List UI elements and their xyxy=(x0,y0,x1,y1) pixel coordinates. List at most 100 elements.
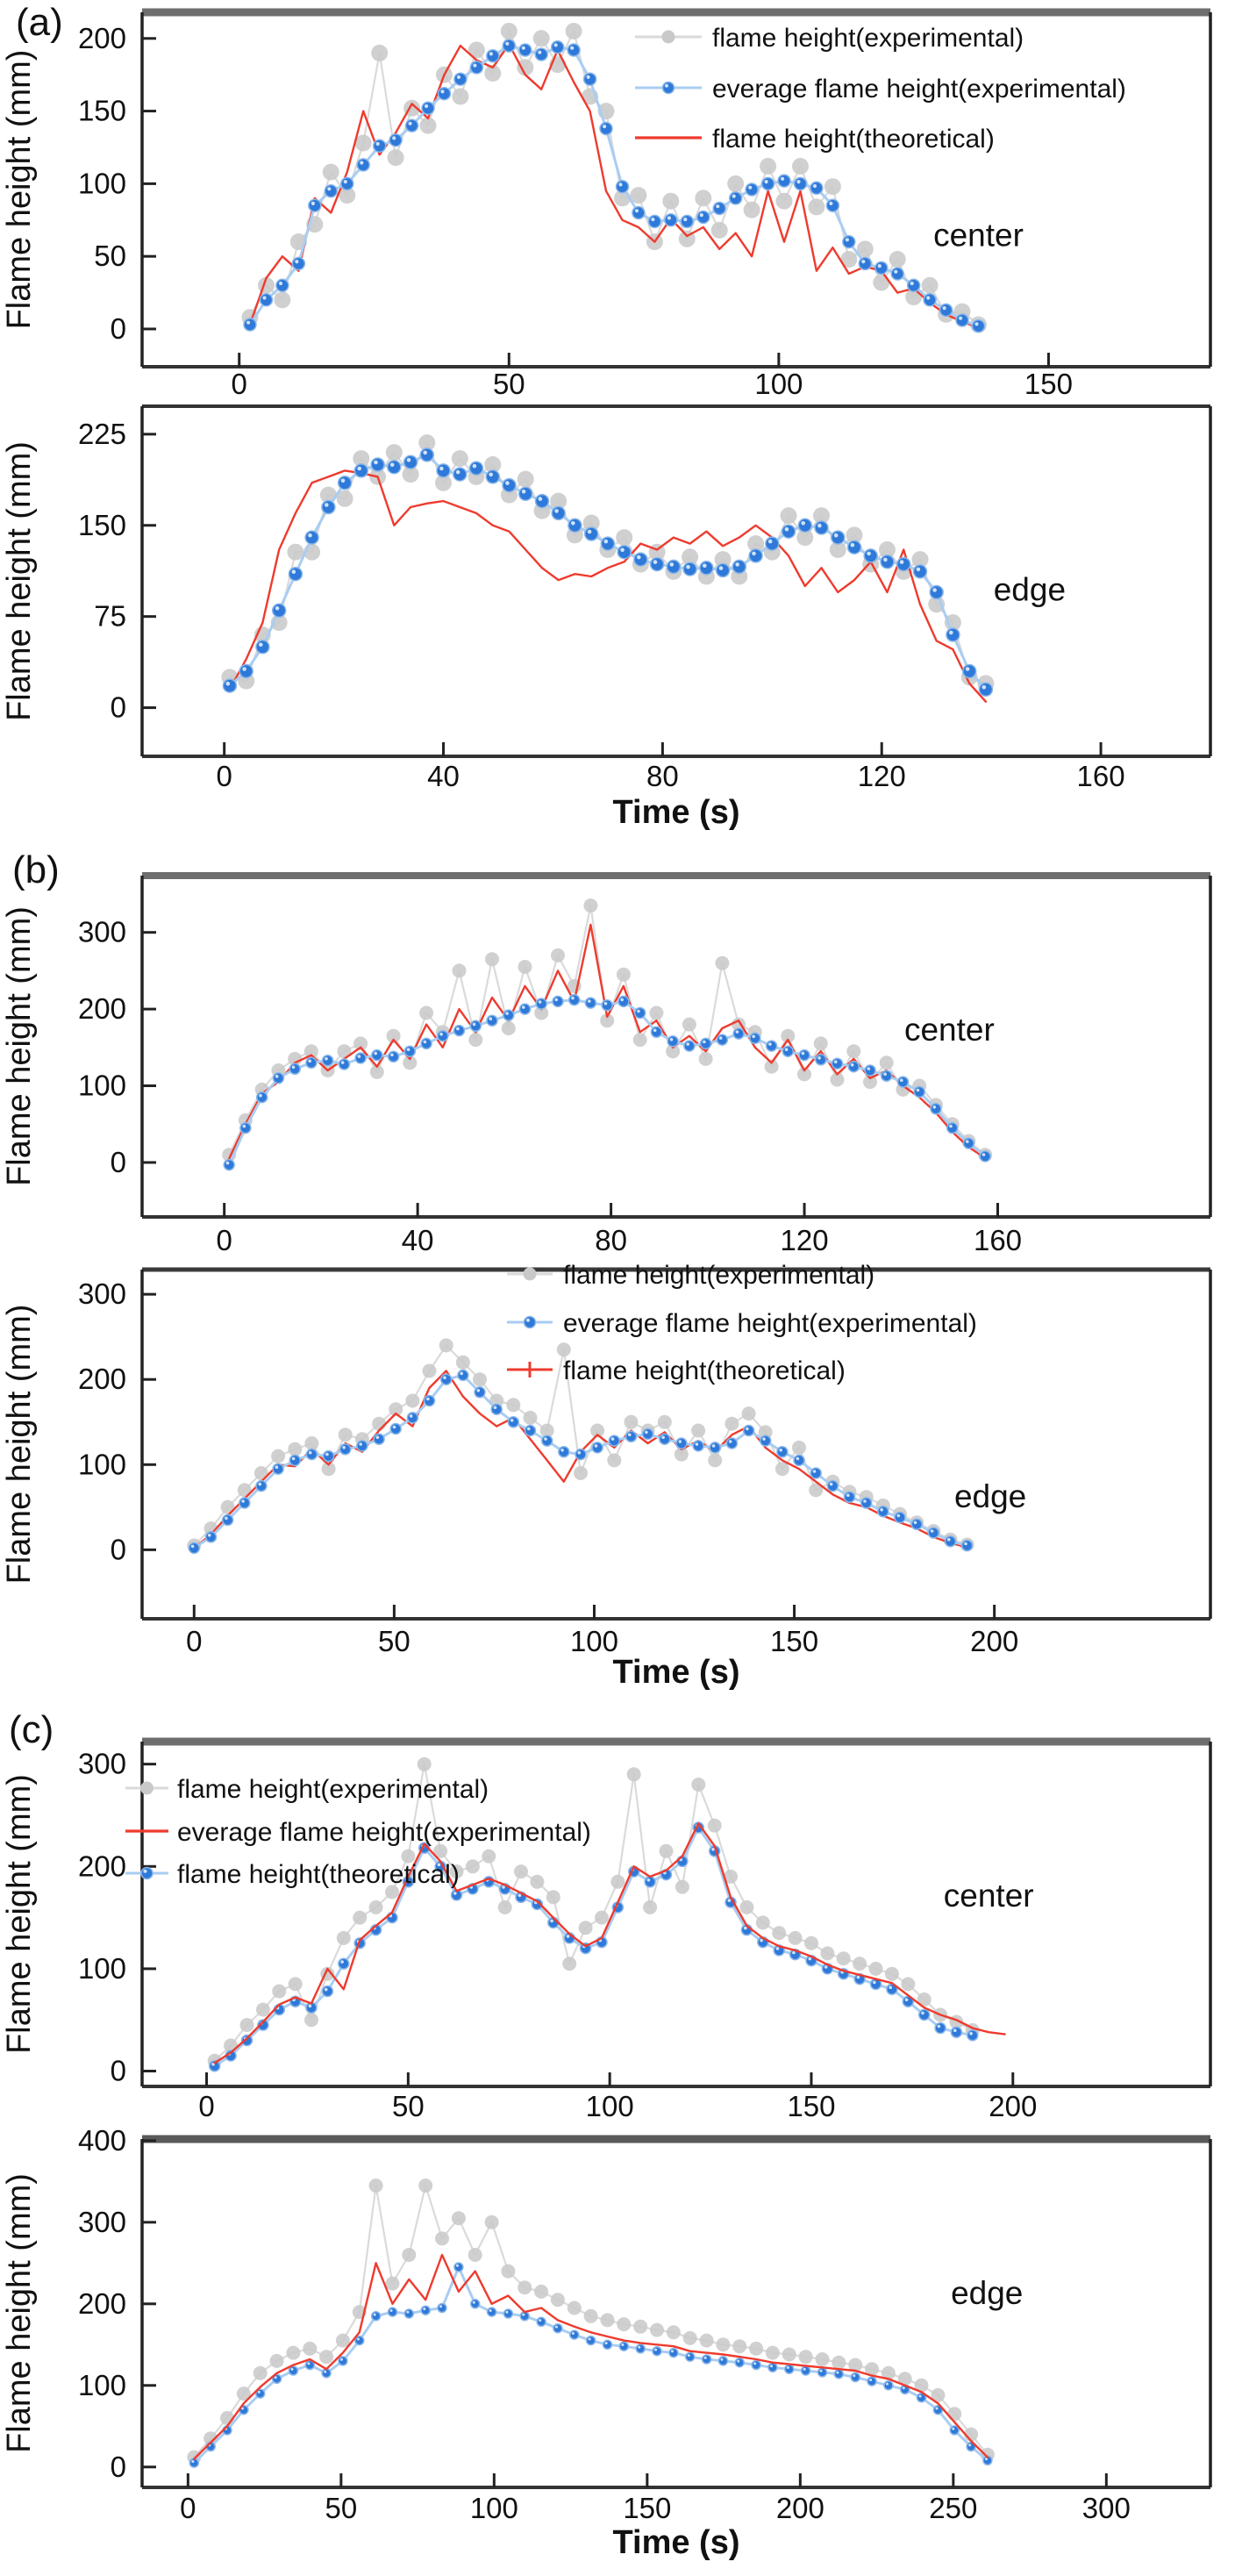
data-point-gleam xyxy=(586,75,590,79)
data-point-gleam xyxy=(900,1078,903,1082)
panel-label-a: (a) xyxy=(16,1,63,44)
data-point-gleam xyxy=(453,1892,457,1895)
data-point xyxy=(817,2367,828,2378)
data-point xyxy=(239,1121,252,1134)
data-point-gleam xyxy=(735,1030,739,1034)
data-point-gleam xyxy=(949,630,953,635)
plot-frame xyxy=(140,1737,1212,2088)
data-point xyxy=(860,1497,873,1509)
data-point xyxy=(732,1027,745,1040)
data-point xyxy=(760,158,777,175)
data-point xyxy=(647,214,662,229)
data-point xyxy=(814,520,829,535)
data-point xyxy=(780,507,797,525)
data-point xyxy=(820,1946,835,1961)
data-point xyxy=(507,1416,520,1428)
data-point xyxy=(569,2329,580,2340)
data-point xyxy=(501,2264,516,2279)
data-point xyxy=(829,541,846,558)
data-point xyxy=(939,303,953,318)
data-point-gleam xyxy=(703,2356,707,2359)
data-point xyxy=(883,2380,894,2391)
data-point xyxy=(469,1020,482,1033)
data-point xyxy=(519,2311,530,2322)
data-point xyxy=(836,1951,851,1966)
y-tick-label: 200 xyxy=(78,1363,126,1395)
data-point-gleam xyxy=(389,2309,393,2312)
data-point-gleam xyxy=(275,606,280,611)
data-point xyxy=(468,1033,483,1048)
data-point-gleam xyxy=(926,296,931,300)
data-point xyxy=(912,564,928,579)
data-point xyxy=(947,2407,962,2422)
data-point-gleam xyxy=(246,320,251,325)
data-point-gleam xyxy=(918,2394,922,2398)
data-point xyxy=(321,1054,334,1067)
data-point-gleam xyxy=(661,1435,665,1439)
data-point xyxy=(715,955,730,970)
data-point xyxy=(435,474,452,491)
position-annotation: edge xyxy=(994,572,1066,608)
data-point xyxy=(617,544,632,560)
series-markers-theoretical xyxy=(189,2262,993,2468)
data-point-gleam xyxy=(374,1051,378,1055)
data-point-gleam xyxy=(505,1012,509,1015)
data-point xyxy=(625,1430,638,1443)
data-point xyxy=(222,678,238,693)
y-tick-label: 200 xyxy=(78,22,126,54)
data-point xyxy=(437,1029,449,1042)
data-point xyxy=(717,2356,729,2366)
data-point xyxy=(739,1900,754,1914)
data-point xyxy=(356,1440,368,1452)
data-point xyxy=(782,1045,795,1057)
data-point-gleam xyxy=(603,125,607,129)
x-axis: 0 40 80 120 160 xyxy=(217,1203,1022,1255)
data-point xyxy=(955,313,969,327)
x-tick-label: 150 xyxy=(770,1625,818,1657)
data-point xyxy=(890,267,904,281)
data-point-gleam xyxy=(505,41,510,46)
data-point xyxy=(897,2372,912,2386)
data-point xyxy=(633,552,648,567)
data-point-gleam xyxy=(628,1433,632,1437)
data-point-gleam xyxy=(325,1056,328,1061)
data-point xyxy=(422,1363,437,1378)
data-point-gleam xyxy=(935,2407,939,2410)
data-point xyxy=(979,1150,991,1163)
data-point xyxy=(772,1926,787,1941)
series-line-experimental xyxy=(228,904,987,1156)
data-point xyxy=(453,72,468,86)
data-point-gleam xyxy=(638,2345,641,2349)
data-point xyxy=(288,1051,303,1066)
data-point xyxy=(578,1921,593,1936)
x-axis: 0 40 80 120 160 xyxy=(217,742,1125,792)
data-point-gleam xyxy=(360,161,364,165)
data-point xyxy=(624,1414,639,1429)
data-point xyxy=(691,1423,706,1438)
subplot-c-edge: 0 50 100 150 200 250 300 0 100 200 300 400 Flame hei… xyxy=(0,2123,1242,2576)
data-point-gleam xyxy=(764,180,768,184)
data-point xyxy=(322,163,339,181)
data-point-gleam xyxy=(493,1406,497,1409)
data-point xyxy=(946,1121,959,1134)
data-point-gleam xyxy=(645,1430,648,1435)
data-point xyxy=(518,960,532,974)
data-point xyxy=(960,1539,974,1552)
panel-label-c: (c) xyxy=(9,1708,54,1751)
data-point xyxy=(617,995,630,1008)
data-point-gleam xyxy=(291,1065,296,1070)
data-point xyxy=(659,1843,674,1858)
data-point xyxy=(336,490,353,507)
data-point xyxy=(914,2378,929,2393)
data-point-gleam xyxy=(808,1957,812,1961)
data-point xyxy=(353,450,370,468)
data-point xyxy=(439,1373,453,1385)
data-point xyxy=(767,2362,778,2373)
data-point-gleam xyxy=(259,1093,262,1098)
data-point xyxy=(764,1059,779,1074)
data-point xyxy=(853,1957,867,1971)
y-tick-label: 75 xyxy=(94,600,126,633)
data-point xyxy=(423,1394,436,1407)
data-point-gleam xyxy=(829,201,833,205)
data-point-gleam xyxy=(560,1449,564,1452)
